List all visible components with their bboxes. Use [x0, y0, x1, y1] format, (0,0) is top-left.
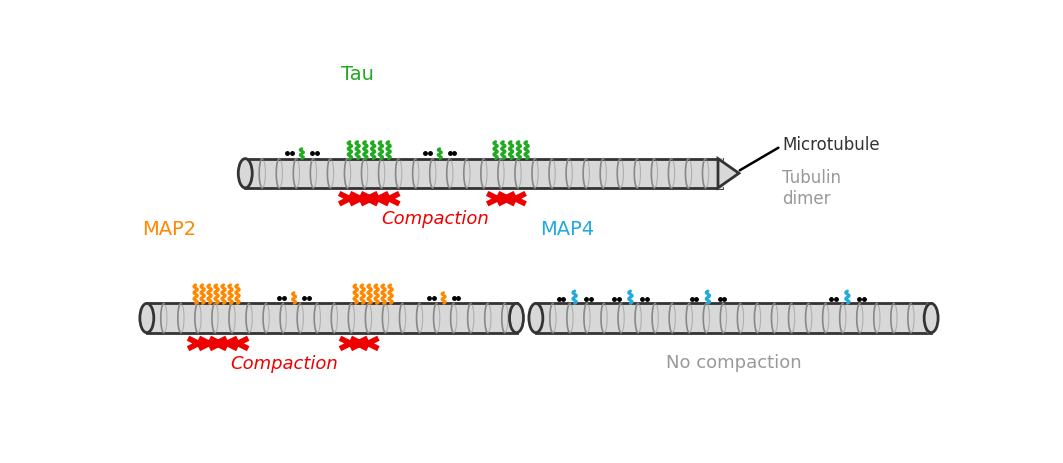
Ellipse shape: [924, 304, 939, 333]
Text: Microtubule: Microtubule: [782, 136, 880, 154]
Ellipse shape: [529, 304, 543, 333]
Ellipse shape: [509, 304, 523, 333]
Text: No compaction: No compaction: [665, 353, 802, 371]
Ellipse shape: [238, 159, 252, 188]
Bar: [718, 158, 724, 189]
Ellipse shape: [140, 304, 154, 333]
Bar: [246, 159, 722, 188]
Text: MAP4: MAP4: [540, 220, 594, 239]
Text: Compaction: Compaction: [230, 355, 338, 372]
Text: Tau: Tau: [340, 65, 373, 84]
Polygon shape: [718, 159, 739, 188]
Text: MAP2: MAP2: [142, 220, 197, 239]
Bar: [147, 304, 517, 333]
Text: Compaction: Compaction: [382, 210, 489, 228]
Text: Tubulin
dimer: Tubulin dimer: [782, 169, 841, 207]
Bar: [536, 304, 931, 333]
